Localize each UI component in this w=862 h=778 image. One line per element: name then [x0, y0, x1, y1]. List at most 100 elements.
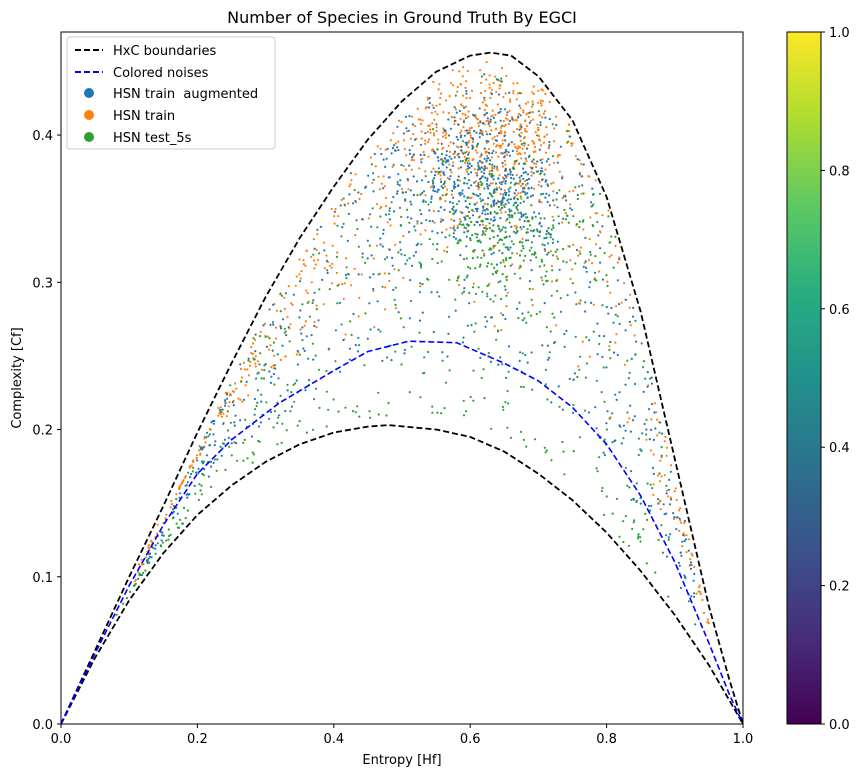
scatter-point	[553, 204, 556, 207]
legend-augmented-marker	[84, 88, 94, 98]
scatter-point	[426, 130, 429, 133]
scatter-point	[432, 132, 435, 135]
scatter-point	[633, 415, 636, 418]
scatter-point	[372, 172, 375, 175]
scatter-point	[473, 181, 476, 184]
scatter-point	[659, 499, 662, 502]
scatter-point	[430, 149, 433, 152]
scatter-point	[399, 224, 402, 227]
scatter-point	[501, 124, 504, 127]
scatter-point	[513, 224, 516, 227]
scatter-point	[595, 243, 598, 246]
scatter-point	[409, 279, 412, 282]
scatter-point	[512, 130, 515, 134]
scatter-point	[408, 230, 411, 234]
scatter-point	[694, 623, 697, 626]
scatter-point	[412, 153, 415, 156]
scatter-point	[461, 159, 464, 163]
scatter-point	[526, 173, 530, 176]
scatter-point	[251, 451, 254, 454]
scatter-point	[460, 149, 463, 152]
scatter-point	[504, 182, 507, 185]
scatter-point	[379, 147, 382, 150]
scatter-point	[492, 202, 495, 205]
scatter-point	[388, 279, 391, 283]
scatter-point	[348, 358, 351, 361]
scatter-point	[387, 401, 390, 405]
scatter-point	[461, 189, 464, 192]
scatter-point	[588, 175, 591, 178]
scatter-point	[178, 518, 182, 521]
scatter-point	[207, 435, 210, 438]
scatter-point	[223, 438, 226, 441]
scatter-point	[486, 218, 489, 221]
scatter-point	[515, 98, 518, 101]
scatter-point	[486, 295, 489, 298]
scatter-point	[545, 270, 548, 273]
scatter-point	[532, 234, 536, 238]
scatter-point	[427, 350, 430, 354]
scatter-point	[536, 134, 539, 137]
scatter-point	[338, 301, 341, 304]
scatter-point	[369, 156, 372, 159]
scatter-point	[279, 325, 282, 328]
scatter-point	[388, 209, 391, 212]
scatter-point	[595, 279, 598, 282]
scatter-point	[186, 481, 189, 484]
scatter-point	[441, 219, 445, 222]
scatter-point	[547, 358, 550, 361]
scatter-point	[499, 312, 503, 315]
scatter-point	[430, 291, 433, 294]
scatter-point	[487, 197, 490, 200]
scatter-point	[406, 259, 409, 262]
scatter-point	[455, 145, 458, 148]
scatter-point	[461, 211, 464, 214]
scatter-point	[226, 397, 229, 400]
scatter-point	[350, 333, 353, 337]
scatter-point	[420, 222, 423, 225]
scatter-point	[528, 154, 531, 157]
scatter-point	[477, 240, 480, 243]
scatter-point	[448, 234, 451, 237]
scatter-point	[493, 266, 496, 269]
scatter-point	[471, 286, 475, 289]
scatter-point	[526, 182, 529, 185]
scatter-point	[645, 418, 648, 421]
scatter-point	[693, 595, 696, 599]
scatter-point	[260, 368, 263, 371]
scatter-point	[200, 484, 203, 487]
scatter-point	[224, 468, 227, 471]
scatter-point	[466, 132, 469, 135]
scatter-point	[602, 335, 606, 338]
scatter-point	[558, 268, 561, 271]
scatter-point	[468, 197, 471, 200]
scatter-point	[499, 217, 502, 220]
scatter-point	[488, 227, 491, 230]
scatter-point	[466, 170, 469, 173]
scatter-point	[661, 551, 665, 554]
scatter-point	[390, 359, 393, 362]
scatter-point	[471, 144, 474, 147]
x-axis-ticks: 0.0 0.2 0.4 0.6 0.8 1.0	[51, 724, 753, 747]
scatter-point	[492, 230, 495, 233]
scatter-point	[439, 174, 442, 177]
scatter-point	[182, 479, 185, 482]
scatter-point	[224, 402, 227, 405]
scatter-point	[590, 301, 593, 304]
scatter-point	[518, 162, 521, 165]
scatter-point	[496, 144, 499, 147]
scatter-point	[193, 484, 196, 487]
scatter-point	[623, 363, 627, 366]
y-tick-label: 0.1	[32, 571, 53, 586]
scatter-point	[478, 223, 481, 227]
scatter-point	[428, 97, 431, 100]
scatter-point	[440, 152, 443, 155]
scatter-point	[492, 116, 495, 119]
scatter-point	[563, 345, 566, 348]
colorbar-ticks: 0.00.20.40.60.81.0	[821, 26, 850, 733]
scatter-point	[443, 180, 446, 183]
scatter-point	[552, 190, 555, 193]
scatter-point	[572, 215, 575, 218]
scatter-point	[229, 384, 232, 387]
scatter-point	[481, 290, 484, 293]
